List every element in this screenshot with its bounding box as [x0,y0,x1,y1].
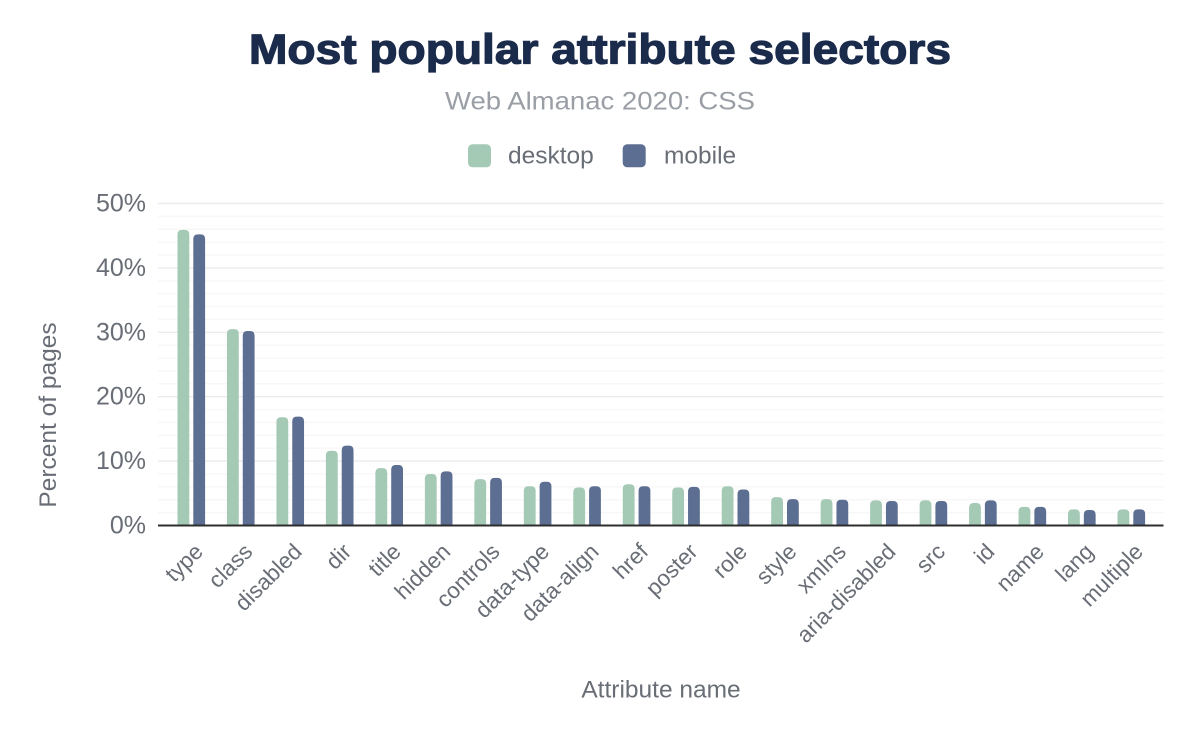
svg-text:Percent of pages: Percent of pages [35,322,62,507]
svg-text:20%: 20% [96,383,146,411]
svg-text:10%: 10% [96,447,146,475]
svg-text:30%: 30% [96,318,146,346]
svg-text:50%: 50% [96,190,146,218]
svg-text:desktop: desktop [508,143,594,170]
svg-text:0%: 0% [110,512,146,540]
svg-text:Web Almanac 2020: CSS: Web Almanac 2020: CSS [445,88,755,116]
svg-text:mobile: mobile [664,143,736,170]
svg-text:Attribute name: Attribute name [581,677,740,704]
svg-text:Most popular attribute selecto: Most popular attribute selectors [249,26,951,73]
svg-text:40%: 40% [96,254,146,282]
